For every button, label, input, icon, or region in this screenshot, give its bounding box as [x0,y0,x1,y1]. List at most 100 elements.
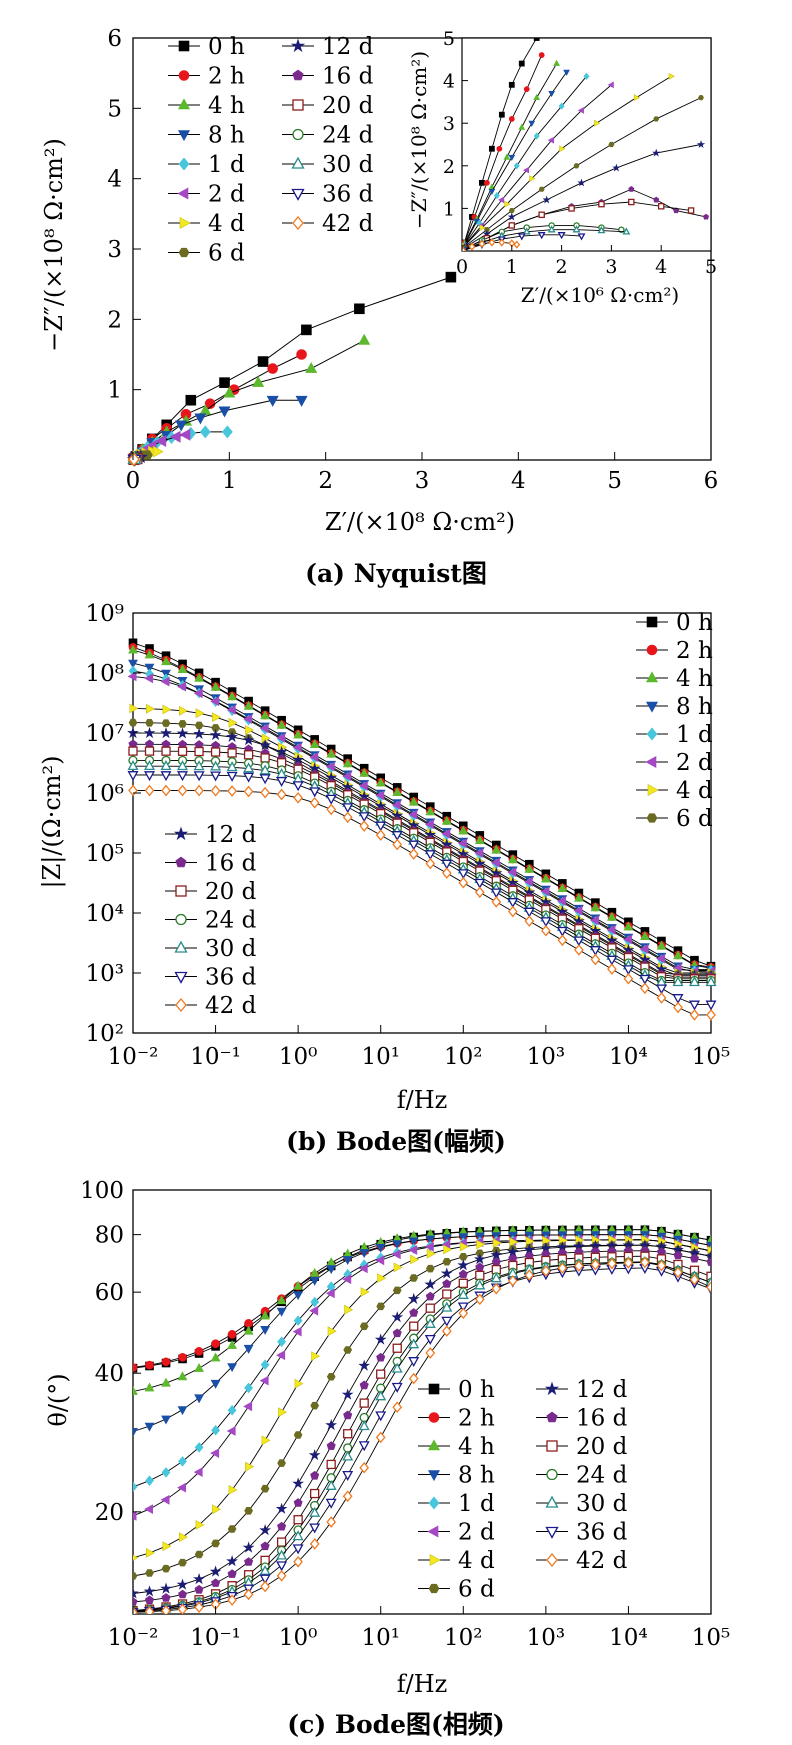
bode-phase-point [425,1291,435,1301]
bode-phase-point [359,1398,369,1408]
bode-phase-point [145,1475,154,1486]
bode-mag-point [408,840,420,851]
bode-mag-point [556,926,568,937]
bode-mag-point [210,784,221,797]
bode-phase-point [144,1382,155,1392]
bode-magnitude-panel: 10⁻² 10⁻¹ 10⁰ 10¹ 10² 10³ 10⁴ 10⁵ 10²10³10⁴10⁵1… [38,601,730,1156]
bode-mag-point [623,921,634,931]
bode-mag-point [458,825,469,835]
inset-y-ticks: 1 2 3 4 5 [443,28,468,220]
bode-phase-point [276,1549,288,1560]
bode-mag-point [326,748,337,758]
bode-mag-point [194,746,204,757]
bode-phase-point [227,1525,237,1533]
bode-mag-legend-label: 4 h [676,666,713,692]
bode-phase-point [408,1245,418,1255]
bode-mag-point [573,936,585,947]
inset-point [547,225,556,233]
bode-mag-point [276,732,286,743]
bode-phase-point [276,1307,287,1317]
bode-mag-point [573,892,584,902]
bode-mag-point [672,994,684,1005]
bode-phase-point [391,1311,404,1323]
bode-phase-point [133,1554,139,1561]
bode-mag-point [590,953,601,966]
inset-point [513,240,521,249]
bode-phase-point [292,1530,304,1541]
bode-phase-point [292,1326,302,1337]
inset-point [577,178,586,187]
bode-phase-point [275,1502,288,1514]
bode-mag-point [656,953,665,964]
bode-mag-point [227,691,238,701]
bode-mag-point [161,719,171,727]
bode-phase-legend-marker [544,1381,560,1396]
bode-phase-point [359,1249,370,1259]
bode-phase-frame [132,1189,712,1615]
bode-phase-point [474,1279,486,1290]
bode-mag-point [457,869,469,880]
bode-phase-point [706,1234,711,1244]
nyquist-point [155,434,167,448]
inset-point [533,132,540,140]
inset-point [696,140,706,148]
bode-mag-legend-label: 36 d [205,965,257,991]
inset-point [488,238,496,247]
bode-mag-point [210,771,222,782]
bode-phase-point [292,1544,304,1555]
bode-mag-point [292,781,304,792]
bode-mag-point [194,784,204,797]
bode-mag-point [342,758,353,768]
bode-phase-point [376,1369,386,1379]
bode-phase-point [144,1605,155,1614]
bode-mag-point [640,982,650,995]
bode-phase-point [409,1321,419,1331]
inset-point [653,196,660,203]
nyquist-legend-label: 2 h [208,64,245,90]
bode-mag-point [259,739,272,751]
bode-mag-point [276,776,288,787]
inset-y-tick-label: 3 [443,113,455,135]
bode-phase-point [557,1262,568,1274]
bode-phase-point [492,1238,502,1248]
bode-mag-point [243,785,254,798]
bode-phase-point [227,1594,237,1606]
bode-mag-legend-label: 20 d [205,879,257,905]
bode-phase-legend-label: 4 h [458,1434,495,1460]
bode-phase-point [358,1420,370,1431]
bode-mag-legend-marker [645,701,659,713]
nyquist-legend-label: 1 d [208,152,245,178]
bode-mag-point [161,784,171,797]
bode-phase-point [359,1380,369,1390]
nyquist-x-ticks: 0 1 2 3 4 5 6 [126,452,718,494]
bode-mag-point [194,672,205,682]
inset-point [522,227,531,235]
bode-mag-point [458,876,469,889]
bode-mag-point [144,784,155,797]
inset-point [517,233,526,241]
bode-phase-point [310,1488,320,1499]
nyquist-series [126,271,457,467]
bode-mag-point [656,984,667,995]
nyquist-legend-label: 4 d [208,211,245,237]
bode-phase-legend-label: 0 h [458,1377,495,1403]
bode-phase-point [178,1456,187,1467]
bode-phase-point [227,1339,238,1349]
bode-mag-x-tick-label: 10⁵ [692,1044,731,1070]
inset-point [598,200,605,208]
bode-mag-point [144,673,153,684]
bode-phase-point [326,1516,337,1528]
nyquist-point [218,406,231,418]
bode-phase-point [341,1388,354,1400]
bode-phase-x-tick-label: 10⁰ [279,1625,318,1651]
bode-mag-point [144,771,155,782]
inset-y-tick-label: 2 [443,156,455,178]
bode-phase-series [133,1224,711,1614]
bode-phase-point [293,1555,303,1568]
bode-mag-point [590,902,601,912]
inset-series-line [464,75,672,247]
bode-phase-point [276,1350,286,1361]
nyquist-point [185,394,197,406]
bode-phase-point [212,1504,222,1515]
bode-mag-point [261,733,271,744]
